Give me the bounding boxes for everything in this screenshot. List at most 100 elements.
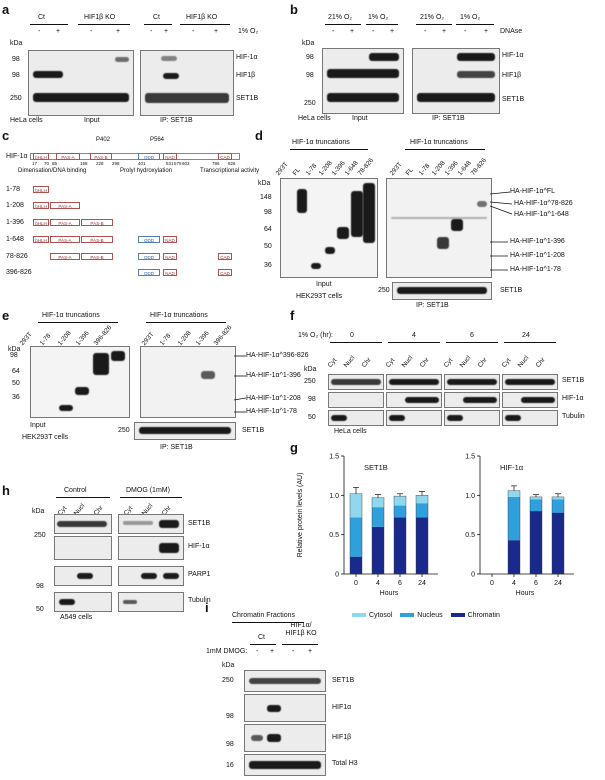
band-label: HA-HIF-1α^1-648 [514,211,569,218]
bar-segment [552,496,564,500]
protein-label: HIF-1α [6,153,28,160]
bar-segment [350,493,362,518]
cell-label: HEK293T cells [22,434,69,441]
legend-label: Chromatin [467,612,500,619]
lane-label: 1-78 [158,332,173,347]
bar-segment [416,495,428,504]
domain-odd: ODD [138,153,160,160]
y-tick-label: 0 [335,572,339,579]
header-underline [405,149,485,150]
domain-nad: NAD [163,153,177,160]
row-label: PARP1 [188,571,211,578]
group-underline [325,24,361,25]
group-underline [366,24,398,25]
full-length-bar [30,153,240,160]
row-label: SET1B [332,677,355,684]
kda-label: kDa [304,366,317,373]
bar-segment [552,499,564,513]
legend-swatch-cytosol [352,613,366,618]
blot-ip [412,48,500,114]
blot-f [444,410,500,426]
lane-sign: - [256,648,259,655]
blot-f [328,374,384,390]
lane-label: 1-208 [317,159,334,177]
lane-sign: + [116,28,121,35]
y-tick-label: 0.5 [329,532,339,539]
domain-pas-a: PAS-A [50,253,80,260]
bar-segment [394,496,406,506]
group-underline [78,24,130,25]
blot-h [118,536,184,560]
legend-label: Cytosol [369,612,393,619]
blot-set1b [134,422,236,440]
marker: 98 [264,209,272,216]
group-label: HIF1β KO [84,14,116,21]
panel-letter-a: a [2,2,10,17]
y-axis-label: Relative protein levels (AU) [297,473,304,558]
row-label: HIF1β [502,72,522,79]
bar-segment [394,505,406,518]
row-label: HIF-1α [502,52,524,59]
row-label: HIF-1α [188,543,210,550]
lane-sign: + [350,28,355,35]
domain-pas-b: PAS-B [81,253,113,260]
marker: 98 [12,72,20,79]
ip-label: IP: SET1B [160,444,193,451]
set1b-label: SET1B [242,427,265,434]
lane-label: 293T [388,161,404,177]
group-underline [250,644,276,645]
domain-pas-a: PAS-A [50,202,80,209]
chart-title: SET1B [364,463,388,472]
domain-bhlh: bHLH [33,153,49,160]
bar-segment [416,503,428,518]
blot-f [328,392,384,408]
group-underline [416,24,452,25]
lane-sign: - [150,28,153,35]
blot-ip [386,178,492,278]
construct-label: 1-78 [6,186,21,193]
group-label: Ct [153,14,160,21]
set1b-label: SET1B [500,287,523,294]
time-value: 4 [412,332,416,339]
lane-sign: + [484,28,489,35]
lane-sign: + [270,648,275,655]
band-label: HA-HIF-1α^1-208 [246,395,301,402]
legend-label: Nucleus [417,612,443,619]
input-label: Input [84,117,100,124]
time-underline [388,342,440,343]
site-label: P402 [96,137,111,143]
panel-letter-f: f [290,308,295,323]
ip-label: IP: SET1B [160,117,193,124]
lane-label: 1-208 [176,329,193,347]
bar-segment [350,517,362,557]
blot-h [54,536,112,560]
row-label: HIF-1α [562,395,584,402]
lane-label: 1-396 [74,329,91,347]
blot-input [30,346,130,418]
bar-segment [416,517,428,574]
panel-letter-g: g [290,440,298,455]
domain-odd: ODD [138,253,160,260]
input-label: Input [352,115,368,122]
blot-h [118,566,184,586]
x-tick-label: 24 [418,580,426,587]
bar-segment [552,512,564,574]
blot-f [386,392,442,408]
x-tick-label: 0 [490,580,494,587]
fraction-label: Cyt [326,357,339,369]
x-tick-label: 4 [512,580,516,587]
group-label: Control [64,487,87,494]
site-label: P564 [150,137,165,143]
cell-label: HeLa cells [334,428,367,435]
construct-label: 1-208 [6,202,24,209]
group-underline [144,24,172,25]
lane-sign: - [464,28,467,35]
band-pointers [490,191,513,271]
group-underline [180,24,230,25]
domain-pas-b: PAS-B [90,153,112,160]
blot-input [28,50,134,116]
group-underline [30,24,68,25]
marker: 98 [306,54,314,61]
lane-sign: + [164,28,169,35]
header-input: HIF-1α truncations [42,312,100,319]
